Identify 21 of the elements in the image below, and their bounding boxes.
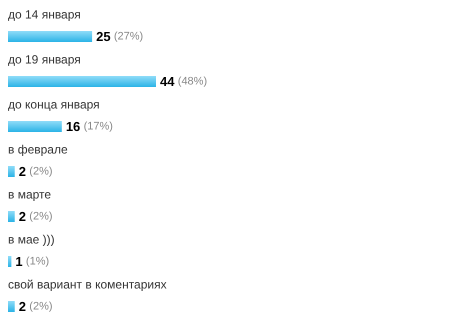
y-tick-label: свой вариант в коментариях [8,278,167,292]
data-label: 16 (17%) [66,119,113,134]
bar [8,166,15,177]
y-tick-label: до 19 января [8,52,81,66]
y-tick-label: в мае ))) [8,232,55,246]
data-label: 2 (2%) [18,209,53,224]
data-label: 2 (2%) [18,299,53,314]
data-label: 44 (48%) [160,74,208,89]
bar [8,121,62,132]
bar [8,256,12,267]
y-tick-label: до конца января [8,98,100,112]
data-label: 1 (1%) [15,254,50,269]
y-tick-label: до 14 января [8,8,81,22]
bar [8,76,156,87]
bar [8,301,15,312]
data-label: 25 (27%) [96,29,144,44]
y-tick-label: в марте [8,188,52,202]
bar [8,31,92,42]
y-tick-label: в феврале [8,142,68,156]
bar [8,211,15,222]
data-label: 2 (2%) [18,164,53,179]
